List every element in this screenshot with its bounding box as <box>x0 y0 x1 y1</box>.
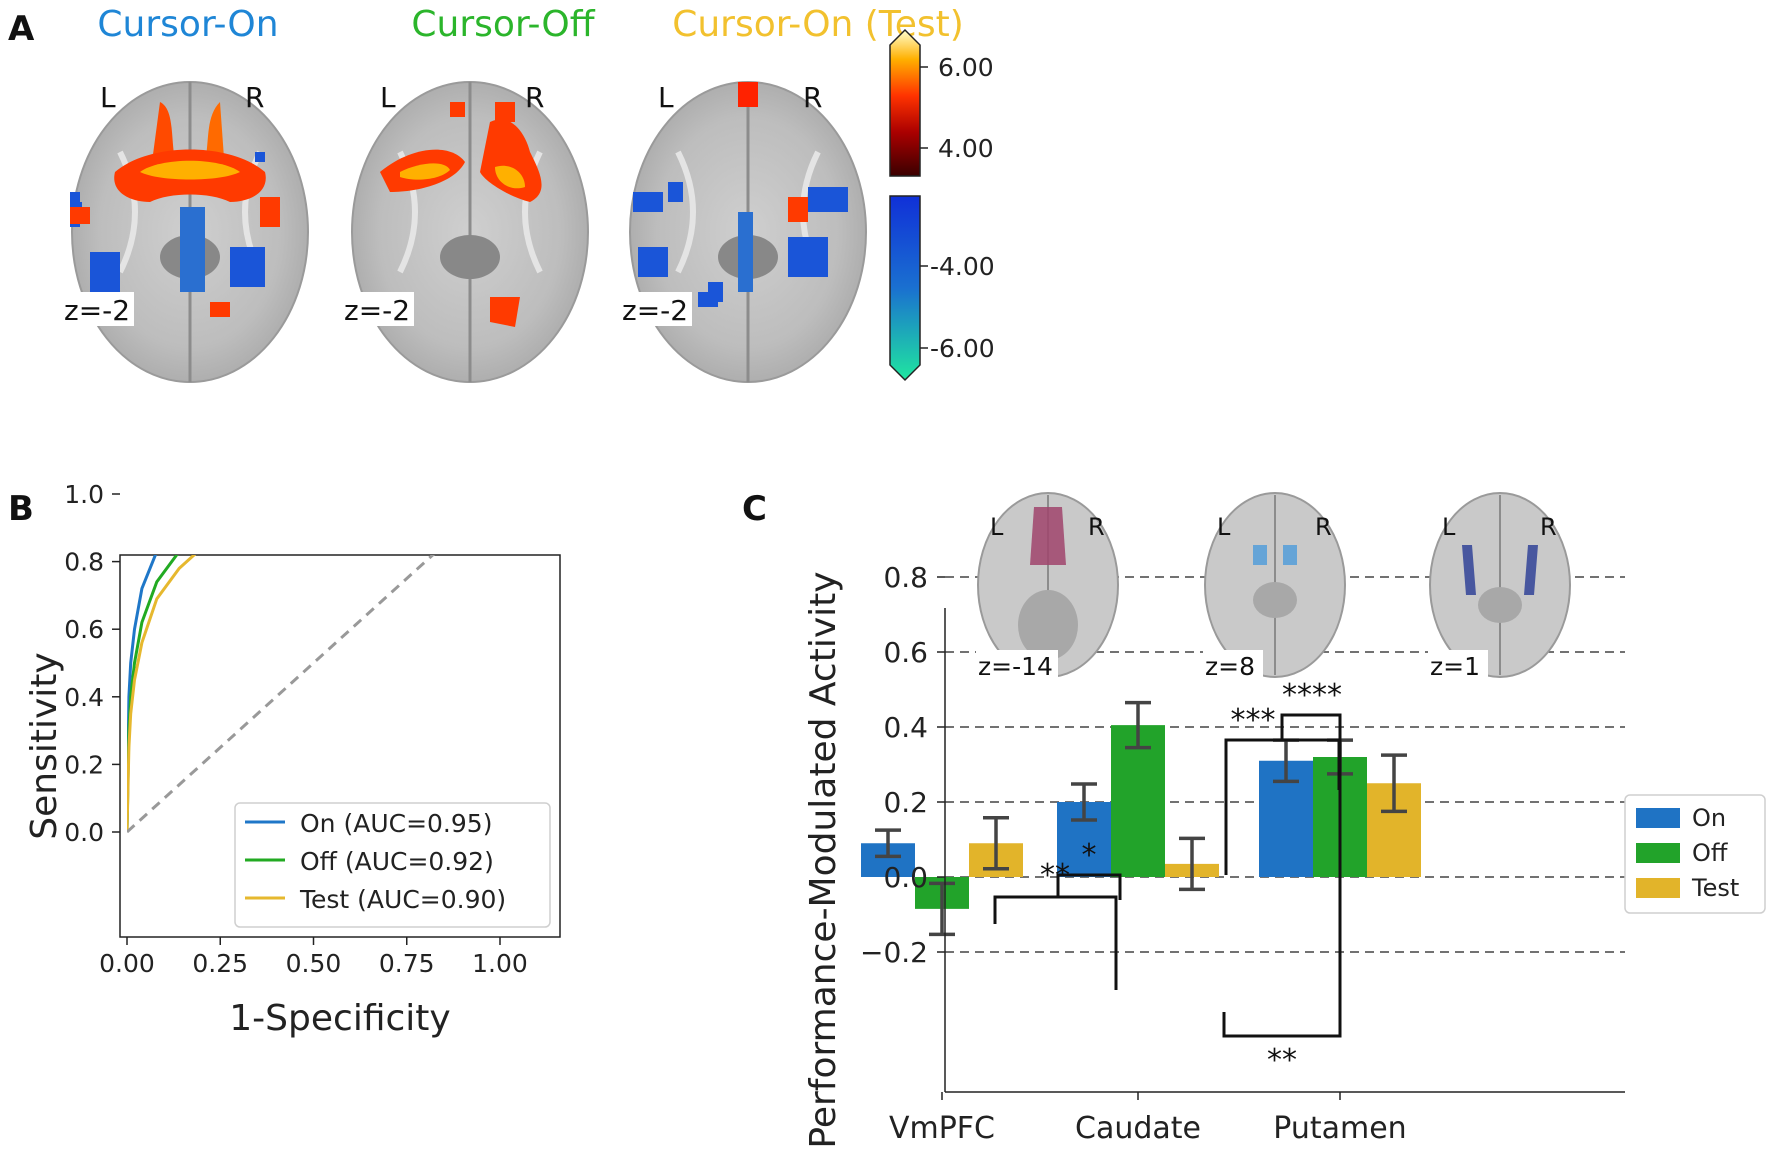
bracket-vm-off-test <box>1056 873 1122 900</box>
bar-y-tick-label: −0.2 <box>860 936 928 969</box>
bar-category-label: Caudate <box>1075 1111 1201 1146</box>
roc-y-tick-label: 0.6 <box>64 615 104 644</box>
hemi-right-label: R <box>245 81 264 114</box>
roc-curve-test <box>127 555 197 833</box>
brain-map-cursor-off: L R z=-2 <box>342 81 589 383</box>
legend-label-test: Test (AUC=0.90) <box>299 885 506 914</box>
roc-curve-off <box>127 555 179 833</box>
roi-brain-putamen: L R z=1 <box>1428 492 1571 682</box>
colorbar-tick: 6.00 <box>938 53 994 82</box>
colorbar-negative <box>889 195 921 382</box>
roc-y-tick-label: 0.0 <box>64 818 104 847</box>
roc-y-tick-label: 0.4 <box>64 683 104 712</box>
panel-b-letter: B <box>8 489 34 529</box>
bar-y-tick-label: 0.6 <box>883 636 928 669</box>
hemi-right-label: R <box>525 81 544 114</box>
roi-slice-label: z=8 <box>1205 652 1255 681</box>
hemi-right-label: R <box>1315 513 1332 541</box>
roc-curves <box>127 555 435 834</box>
roi-slice-label: z=-14 <box>978 652 1053 681</box>
hemi-left-label: L <box>658 81 674 114</box>
bar-off-caudate <box>1111 725 1165 877</box>
roc-x-tick-label: 0.50 <box>286 949 342 978</box>
panel-a: A Cursor-On Cursor-Off Cursor-On (Test) … <box>8 4 995 383</box>
hemi-right-label: R <box>803 81 822 114</box>
slice-label: z=-2 <box>344 294 410 327</box>
bar-y-label: Performance-Modulated Activity <box>803 571 844 1148</box>
roi-slice-label: z=1 <box>1430 652 1480 681</box>
roc-x-tick-label: 1.00 <box>472 949 528 978</box>
brain-map-cursor-on: L R z=-2 <box>62 81 309 383</box>
colorbar: 6.00 4.00 -4.00 -6.00 <box>889 28 995 382</box>
legend-label-off: Off <box>1692 839 1728 867</box>
hemi-left-label: L <box>1217 513 1231 541</box>
legend-label-on: On <box>1692 804 1726 832</box>
bar-category-label: VmPFC <box>889 1111 995 1146</box>
panel-c: C L R z=-14 L R z=8 L <box>742 489 1766 1149</box>
roi-brain-vmpfc: L R z=-14 <box>976 492 1119 682</box>
roc-legend: On (AUC=0.95) Off (AUC=0.92) Test (AUC=0… <box>234 802 551 928</box>
hemi-left-label: L <box>380 81 396 114</box>
legend-swatch-on <box>1636 808 1680 828</box>
hemi-left-label: L <box>990 513 1004 541</box>
roc-y-label: Sensitivity <box>24 652 65 839</box>
sig-vm-on-off: ** <box>1040 858 1070 893</box>
hemi-right-label: R <box>1088 513 1105 541</box>
bracket-vm-on-off <box>993 895 1118 990</box>
bracket-ca-on-test <box>1222 1012 1342 1038</box>
chance-diagonal <box>127 555 435 834</box>
hemi-left-label: L <box>100 81 116 114</box>
roc-y-tick-label: 0.2 <box>64 750 104 779</box>
panel-c-letter: C <box>742 489 767 529</box>
brain-map-cursor-on-test: L R z=-2 <box>620 81 867 383</box>
map-title-cursor-on: Cursor-On <box>97 4 278 45</box>
bar-y-tick-label: 0.0 <box>883 861 928 894</box>
map-title-cursor-on-test: Cursor-On (Test) <box>672 4 964 45</box>
roc-axes: 0.00 0.25 0.50 0.75 1.00 0.0 0.2 0.4 0.6 0.8 1.0 <box>64 480 528 978</box>
panel-b: B 0.00 0.25 0.50 0.75 1.00 0.0 0.2 0.4 0.6 0.8 1.0… <box>8 480 561 1039</box>
colorbar-tick: 4.00 <box>938 134 994 163</box>
sig-ca-off-test: **** <box>1282 678 1342 713</box>
legend-swatch-off <box>1636 843 1680 863</box>
sig-ca-on-test: ** <box>1267 1043 1297 1078</box>
hemi-right-label: R <box>1540 513 1557 541</box>
roc-curve-on <box>127 555 158 833</box>
bar-y-tick-label: 0.4 <box>883 711 928 744</box>
bar-category-label: Putamen <box>1273 1111 1406 1146</box>
roc-x-label: 1-Specificity <box>229 998 450 1039</box>
bar-y-tick-label: 0.2 <box>883 786 928 819</box>
colorbar-positive <box>889 28 921 177</box>
bar-y-tick-label: 0.8 <box>883 561 928 594</box>
panel-a-letter: A <box>8 9 35 49</box>
sig-vm-off-test: * <box>1082 838 1097 873</box>
roc-x-tick-label: 0.25 <box>192 949 248 978</box>
bar-ticks: −0.2 0.0 0.2 0.4 0.6 0.8 VmPFC Caudate Putamen <box>860 561 1407 1146</box>
legend-label-test: Test <box>1691 874 1739 902</box>
bracket-ca-off-test <box>1280 713 1342 1036</box>
legend-label-off: Off (AUC=0.92) <box>300 847 494 876</box>
slice-label: z=-2 <box>622 294 688 327</box>
roc-plot-frame <box>119 554 561 938</box>
roi-vmpfc <box>1030 507 1066 565</box>
hemi-left-label: L <box>1442 513 1456 541</box>
roc-x-tick-label: 0.00 <box>99 949 155 978</box>
sig-ca-on-off: *** <box>1231 703 1276 738</box>
roi-caudate <box>1253 545 1297 565</box>
significance-brackets <box>993 713 1342 1038</box>
roc-x-tick-label: 0.75 <box>379 949 435 978</box>
map-title-cursor-off: Cursor-Off <box>411 4 595 45</box>
legend-swatch-test <box>1636 878 1680 898</box>
colorbar-tick: -6.00 <box>930 334 995 363</box>
roi-brain-caudate: L R z=8 <box>1203 492 1346 682</box>
bar-legend: On Off Test <box>1624 794 1766 914</box>
legend-label-on: On (AUC=0.95) <box>300 809 492 838</box>
slice-label: z=-2 <box>64 294 130 327</box>
roi-putamen <box>1462 545 1538 595</box>
colorbar-tick: -4.00 <box>930 252 995 281</box>
roc-y-tick-label: 0.8 <box>64 548 104 577</box>
roc-y-tick-label: 1.0 <box>64 480 104 509</box>
